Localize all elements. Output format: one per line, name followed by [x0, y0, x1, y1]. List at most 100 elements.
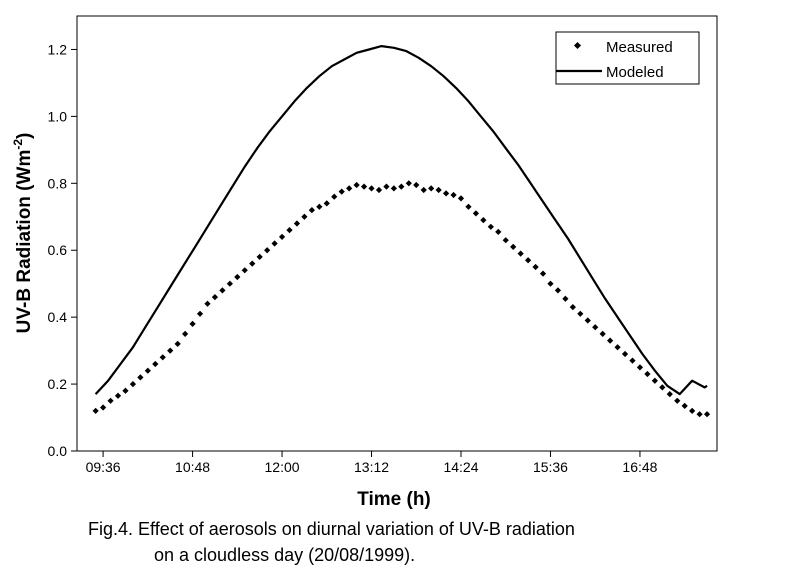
- measured-point: [480, 217, 487, 224]
- measured-point: [182, 330, 189, 337]
- measured-point: [375, 186, 383, 194]
- y-axis-title: UV-B Radiation (Wm-2): [11, 133, 35, 334]
- measured-point: [413, 181, 420, 189]
- x-tick-label: 16:48: [622, 459, 657, 475]
- measured-point: [465, 203, 472, 210]
- modeled-line: [94, 44, 708, 396]
- measured-point: [495, 228, 502, 235]
- measured-point: [607, 337, 614, 344]
- measured-point: [569, 304, 576, 311]
- measured-point: [450, 191, 457, 199]
- measured-point: [308, 206, 315, 214]
- measured-point: [174, 340, 181, 348]
- measured-point: [129, 380, 137, 388]
- measured-point: [278, 233, 286, 240]
- measured-point: [92, 407, 99, 414]
- measured-point: [442, 190, 450, 197]
- measured-point: [152, 360, 159, 368]
- y-tick-label: 0.4: [48, 309, 68, 325]
- caption-line-1: Fig.4. Effect of aerosols on diurnal var…: [88, 519, 575, 539]
- x-tick-label: 09:36: [86, 459, 121, 475]
- y-axis: 0.0 0.2 0.4 0.6 0.8 1.0 1.2: [48, 41, 77, 459]
- chart: 0.0 0.2 0.4 0.6 0.8 1.0 1.2 09:36 10:48 12:00 13:…: [11, 15, 718, 510]
- legend-label-modeled: Modeled: [606, 64, 664, 81]
- y-axis-title-main: UV-B Radiation (Wm: [14, 150, 35, 334]
- measured-point: [331, 193, 338, 200]
- legend: Measured Modeled: [555, 31, 700, 85]
- x-tick-label: 13:12: [354, 459, 389, 475]
- legend-marker-measured: [573, 41, 582, 50]
- measured-point: [435, 186, 442, 194]
- measured-point: [219, 287, 226, 294]
- measured-point: [666, 391, 673, 398]
- y-tick-label: 0.8: [48, 175, 68, 191]
- measured-point: [517, 250, 524, 257]
- measured-point: [659, 384, 666, 391]
- measured-point: [636, 364, 644, 371]
- x-axis-title: Time (h): [357, 489, 431, 510]
- measured-point: [510, 243, 517, 250]
- measured-point: [614, 344, 621, 351]
- x-tick-label: 15:36: [533, 459, 568, 475]
- measured-point: [420, 186, 427, 194]
- measured-point: [249, 260, 256, 267]
- measured-point: [189, 320, 196, 327]
- y-tick-label: 0.2: [48, 376, 68, 392]
- measured-point: [599, 330, 606, 337]
- legend-box: [555, 31, 700, 85]
- measured-point: [577, 310, 584, 317]
- measured-point: [383, 183, 390, 190]
- measured-point: [502, 237, 509, 244]
- measured-point: [241, 267, 248, 274]
- y-tick-label: 0.6: [48, 242, 68, 258]
- measured-point: [159, 354, 166, 361]
- measured-point: [353, 181, 360, 189]
- measured-point: [547, 280, 554, 287]
- measured-point: [137, 374, 144, 381]
- measured-point: [346, 185, 353, 192]
- measured-point: [293, 220, 301, 227]
- measured-point: [368, 185, 375, 192]
- measured-point: [256, 253, 263, 261]
- measured-point: [271, 240, 278, 247]
- measured-point: [428, 185, 435, 192]
- measured-point: [107, 397, 114, 404]
- measured-point: [390, 185, 398, 192]
- measured-point: [674, 397, 681, 404]
- legend-label-measured: Measured: [606, 39, 673, 56]
- measured-point: [323, 200, 330, 207]
- measured-point: [234, 273, 241, 281]
- y-tick-label: 0.0: [48, 443, 68, 459]
- measured-point: [211, 293, 219, 301]
- measured-point: [696, 411, 703, 418]
- measured-point: [592, 324, 599, 331]
- measured-point: [562, 295, 569, 302]
- x-tick-label: 10:48: [175, 459, 210, 475]
- measured-point: [584, 317, 591, 324]
- measured-point: [226, 280, 233, 287]
- measured-point: [316, 203, 323, 210]
- measured-point: [689, 407, 696, 414]
- measured-point: [196, 310, 204, 317]
- y-axis-title-close: ): [14, 133, 35, 139]
- measured-point: [457, 195, 465, 202]
- measured-point: [167, 347, 174, 354]
- figure-caption: Fig.4. Effect of aerosols on diurnal var…: [88, 516, 768, 568]
- measured-point: [338, 188, 345, 195]
- measured-point: [651, 377, 658, 384]
- measured-point: [472, 210, 480, 217]
- measured-point: [286, 227, 293, 234]
- y-tick-label: 1.2: [48, 41, 68, 57]
- x-tick-label: 12:00: [265, 459, 300, 475]
- measured-point: [398, 183, 405, 190]
- measured-point: [122, 387, 129, 394]
- measured-point: [703, 411, 711, 418]
- measured-point: [99, 404, 107, 411]
- measured-point: [487, 223, 494, 230]
- measured-point: [644, 370, 651, 378]
- measured-point: [114, 392, 122, 399]
- measured-point: [264, 247, 271, 254]
- measured-point: [360, 183, 368, 190]
- plot-frame: [76, 15, 718, 452]
